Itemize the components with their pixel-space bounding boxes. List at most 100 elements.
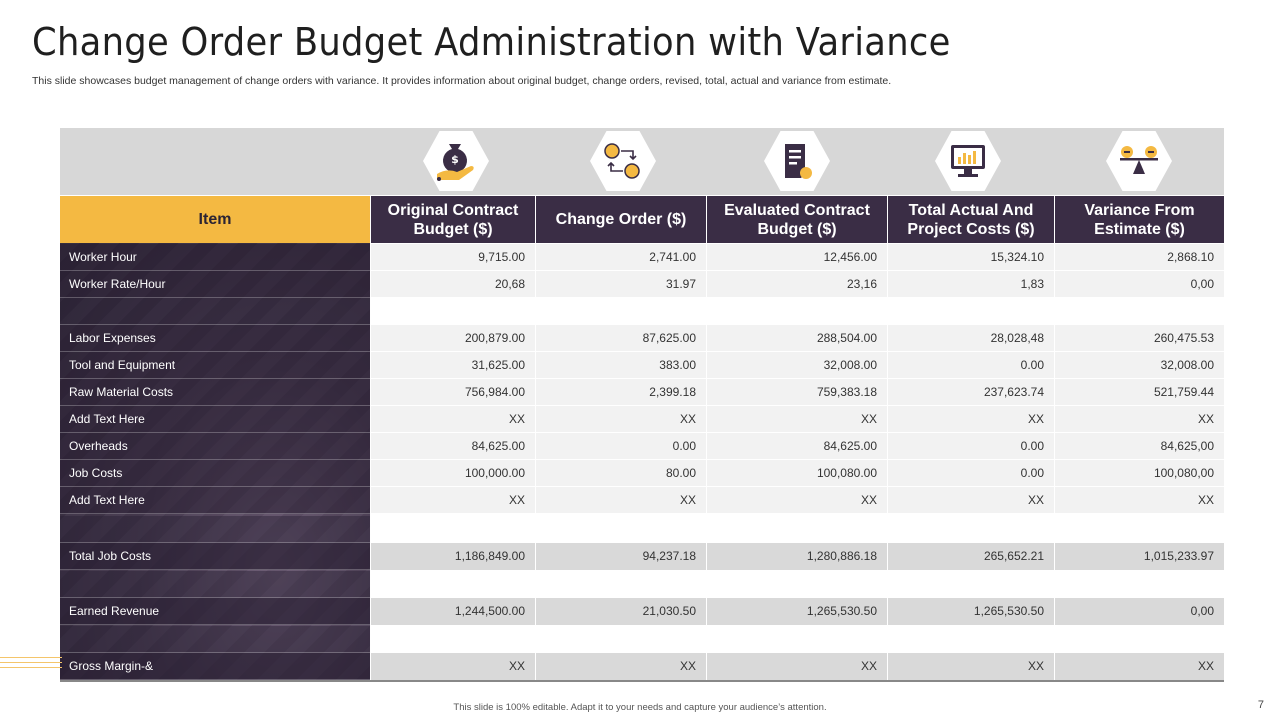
table-cell: 84,625.00: [707, 433, 887, 460]
table-cell: 756,984.00: [371, 379, 535, 406]
money-bag-hand-icon: $: [423, 131, 489, 191]
table-cell: 265,652.21: [888, 543, 1054, 570]
table-cell: 28,028,48: [888, 325, 1054, 352]
row-label: Add Text Here: [60, 487, 370, 514]
table-cell: 1,265,530.50: [888, 598, 1054, 625]
table-cell: XX: [707, 487, 887, 514]
spacer-cell: [60, 298, 370, 325]
table-cell: 0.00: [536, 433, 706, 460]
header-variance-from-estimate: Variance From Estimate ($): [1055, 196, 1224, 243]
table-cell: 2,868.10: [1055, 244, 1224, 271]
table-row: Worker Rate/Hour 20,68 31.97 23,16 1,83 0,00: [60, 271, 1224, 298]
table-cell: 0.00: [888, 352, 1054, 379]
exchange-coins-icon: [590, 131, 656, 191]
header-total-actual-project-costs: Total Actual And Project Costs ($): [888, 196, 1054, 243]
table-cell: 80.00: [536, 460, 706, 487]
slide-title: Change Order Budget Administration with …: [32, 20, 951, 64]
spacer-cell: [60, 516, 370, 543]
balance-scale-icon: [1106, 131, 1172, 191]
spacer-row: [60, 516, 1224, 543]
row-label: Worker Rate/Hour: [60, 271, 370, 298]
monitor-chart-icon: [935, 131, 1001, 191]
table-cell: 288,504.00: [707, 325, 887, 352]
table-row: Add Text Here XX XX XX XX XX: [60, 406, 1224, 433]
table-row: Overheads 84,625.00 0.00 84,625.00 0.00 84,62…: [60, 433, 1224, 460]
table-cell: 84,625.00: [371, 433, 535, 460]
row-label: Overheads: [60, 433, 370, 460]
document-budget-icon: [764, 131, 830, 191]
row-label: Total Job Costs: [60, 543, 370, 570]
table-row: Job Costs 100,000.00 80.00 100,080.00 0.00 10…: [60, 460, 1224, 487]
table-row: Labor Expenses 200,879.00 87,625.00 288,504…: [60, 325, 1224, 352]
row-label: Tool and Equipment: [60, 352, 370, 379]
header-item: Item: [60, 196, 370, 243]
table-cell: XX: [707, 653, 887, 680]
table-cell: 12,456.00: [707, 244, 887, 271]
table-cell: 0,00: [1055, 598, 1224, 625]
table-cell: 759,383.18: [707, 379, 887, 406]
table-bottom-border: [60, 680, 1224, 682]
table-cell: XX: [707, 406, 887, 433]
table-cell: XX: [371, 406, 535, 433]
row-label: Gross Margin-&: [60, 653, 370, 680]
table-cell: 87,625.00: [536, 325, 706, 352]
table-row: Earned Revenue 1,244,500.00 21,030.50 1,265…: [60, 598, 1224, 625]
table-cell: XX: [536, 653, 706, 680]
table-cell: 237,623.74: [888, 379, 1054, 406]
row-label: Job Costs: [60, 460, 370, 487]
table-cell: 1,265,530.50: [707, 598, 887, 625]
table-cell: 260,475.53: [1055, 325, 1224, 352]
slide-footer: This slide is 100% editable. Adapt it to…: [453, 702, 827, 713]
table-cell: 9,715.00: [371, 244, 535, 271]
decorative-lines: [0, 657, 62, 673]
table-cell: 0.00: [888, 460, 1054, 487]
table-cell: 23,16: [707, 271, 887, 298]
table-cell: 383.00: [536, 352, 706, 379]
table-cell: 1,244,500.00: [371, 598, 535, 625]
icon-header-band: $: [60, 128, 1224, 195]
table-cell: 100,080,00: [1055, 460, 1224, 487]
spacer-row: [60, 626, 1224, 653]
table-row: Total Job Costs 1,186,849.00 94,237.18 1,28…: [60, 543, 1224, 570]
spacer-row: [60, 298, 1224, 325]
table-cell: 31.97: [536, 271, 706, 298]
table-cell: 94,237.18: [536, 543, 706, 570]
table-cell: 1,015,233.97: [1055, 543, 1224, 570]
table-cell: 1,280,886.18: [707, 543, 887, 570]
page-number: 7: [1257, 699, 1264, 711]
row-label: Raw Material Costs: [60, 379, 370, 406]
table-cell: 521,759.44: [1055, 379, 1224, 406]
table-row: Gross Margin-& XX XX XX XX XX: [60, 653, 1224, 680]
table-cell: 32,008.00: [1055, 352, 1224, 379]
table-row: Add Text Here XX XX XX XX XX: [60, 487, 1224, 514]
spacer-cell: [60, 571, 370, 598]
table-cell: XX: [1055, 487, 1224, 514]
table-cell: XX: [888, 406, 1054, 433]
table-cell: 15,324.10: [888, 244, 1054, 271]
spacer-row: [60, 571, 1224, 598]
table-row: Tool and Equipment 31,625.00 383.00 32,008.…: [60, 352, 1224, 379]
table-cell: XX: [888, 487, 1054, 514]
table-cell: 21,030.50: [536, 598, 706, 625]
table-cell: XX: [536, 487, 706, 514]
table-row: Worker Hour 9,715.00 2,741.00 12,456.00 15,3…: [60, 244, 1224, 271]
table-row: Raw Material Costs 756,984.00 2,399.18 759,…: [60, 379, 1224, 406]
table-cell: 100,080.00: [707, 460, 887, 487]
table-cell: XX: [1055, 406, 1224, 433]
row-label: Worker Hour: [60, 244, 370, 271]
table-cell: XX: [371, 487, 535, 514]
header-original-contract-budget: Original Contract Budget ($): [371, 196, 535, 243]
table-cell: 32,008.00: [707, 352, 887, 379]
table-cell: 1,83: [888, 271, 1054, 298]
table-cell: 0.00: [888, 433, 1054, 460]
table-cell: 100,000.00: [371, 460, 535, 487]
table-cell: XX: [1055, 653, 1224, 680]
row-label: Earned Revenue: [60, 598, 370, 625]
table-cell: 2,399.18: [536, 379, 706, 406]
table-cell: 0,00: [1055, 271, 1224, 298]
svg-text:$: $: [451, 153, 459, 166]
table-cell: XX: [536, 406, 706, 433]
table-cell: 84,625,00: [1055, 433, 1224, 460]
header-evaluated-contract-budget: Evaluated Contract Budget ($): [707, 196, 887, 243]
table-cell: 200,879.00: [371, 325, 535, 352]
